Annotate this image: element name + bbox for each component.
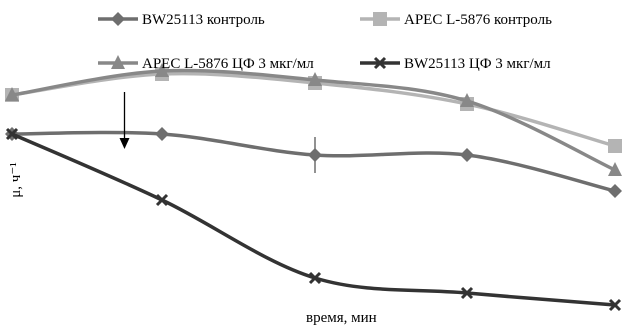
legend-swatch-marker <box>373 56 387 70</box>
arrow-head <box>119 138 130 149</box>
legend-label: APEC L-5876 контроль <box>404 12 552 28</box>
legend-label: BW25113 контроль <box>142 12 265 28</box>
legend-item-3: APEC L-5876 ЦФ 3 мкг/мл <box>98 55 314 72</box>
data-point <box>308 148 322 162</box>
data-point <box>308 271 322 285</box>
data-point <box>460 286 474 300</box>
data-point <box>155 127 169 141</box>
data-point <box>608 162 622 176</box>
legend-item-2: APEC L-5876 контроль <box>360 12 552 28</box>
data-point <box>608 139 622 153</box>
y-axis-label: μ, ч⁻¹ <box>8 162 24 198</box>
x-axis-label: время, мин <box>306 310 377 326</box>
legend-swatch-marker <box>111 55 125 69</box>
data-point <box>5 87 19 101</box>
series-line-1 <box>11 130 616 193</box>
data-point <box>608 298 622 312</box>
data-point <box>460 93 474 107</box>
data-point <box>155 193 169 207</box>
legend-item-4: BW25113 ЦФ 3 мкг/мл <box>360 56 551 72</box>
data-point <box>155 63 169 77</box>
legend-label: APEC L-5876 ЦФ 3 мкг/мл <box>142 56 314 72</box>
annotation-layer <box>119 92 130 149</box>
legend-item-1: BW25113 контроль <box>98 12 265 28</box>
data-point <box>5 127 19 141</box>
legend-swatch-marker <box>373 12 387 26</box>
legend: BW25113 контроль APEC L-5876 контроль APEC… <box>98 12 552 72</box>
legend-label: BW25113 ЦФ 3 мкг/мл <box>404 56 551 72</box>
data-point <box>308 72 322 86</box>
series-layer <box>5 63 622 312</box>
legend-swatch-marker <box>111 12 125 26</box>
data-point <box>460 148 474 162</box>
data-point <box>608 184 622 198</box>
